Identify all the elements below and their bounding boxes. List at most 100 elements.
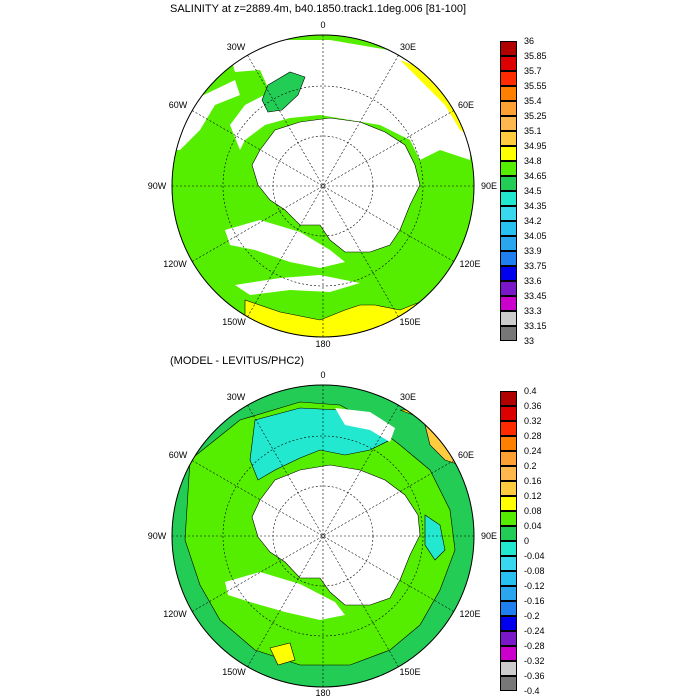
lon-label-60e: 60E	[457, 100, 475, 110]
lon-label-0: 0	[320, 20, 326, 30]
colorbar-label: 0.24	[524, 446, 542, 456]
lon-label-90e: 90E	[480, 181, 498, 191]
colorbar-label: 34.65	[524, 171, 547, 181]
colorbar-swatch	[500, 281, 517, 296]
lon-label-30w: 30W	[226, 392, 246, 402]
antarctica	[251, 464, 421, 606]
colorbar-label: 33.9	[524, 246, 542, 256]
colorbar-swatch	[500, 146, 517, 161]
colorbar-label: 0.36	[524, 401, 542, 411]
colorbar-swatch	[500, 311, 517, 326]
colorbar-label: 0.12	[524, 491, 542, 501]
colorbar-label: 0.08	[524, 506, 542, 516]
colorbar-swatch	[500, 661, 517, 676]
colorbar-swatch	[500, 466, 517, 481]
lon-label-90w: 90W	[147, 531, 167, 541]
colorbar-label: 33.45	[524, 291, 547, 301]
lon-label-90w: 90W	[147, 181, 167, 191]
colorbar-label: -0.24	[524, 626, 545, 636]
colorbar-label: 0.4	[524, 386, 537, 396]
colorbar-swatch	[500, 676, 517, 691]
colorbar-label: -0.12	[524, 581, 545, 591]
colorbar-swatch	[500, 71, 517, 86]
colorbar-swatch	[500, 56, 517, 71]
colorbar-swatch	[500, 406, 517, 421]
colorbar-swatch	[500, 176, 517, 191]
colorbar-label: -0.16	[524, 596, 545, 606]
colorbar-label: 0.28	[524, 431, 542, 441]
colorbar-swatch	[500, 191, 517, 206]
colorbar-label: -0.32	[524, 656, 545, 666]
colorbar-label: 0	[524, 536, 530, 546]
colorbar-label: 33.75	[524, 261, 547, 271]
colorbar-label: -0.36	[524, 671, 545, 681]
colorbar-swatch	[500, 251, 517, 266]
colorbar-swatch	[500, 631, 517, 646]
colorbar-swatch	[500, 571, 517, 586]
colorbar-label: 34.35	[524, 201, 547, 211]
colorbar-swatch	[500, 296, 517, 311]
colorbar-swatch	[500, 436, 517, 451]
colorbar-label: -0.04	[524, 551, 545, 561]
colorbar-swatch	[500, 451, 517, 466]
colorbar-swatch	[500, 101, 517, 116]
colorbar-label: 33.6	[524, 276, 542, 286]
lon-label-180: 180	[315, 688, 331, 698]
colorbar-label: 0.2	[524, 461, 537, 471]
lon-label-150e: 150E	[399, 317, 421, 327]
salinity-pool	[261, 71, 306, 113]
colorbar-label: -0.28	[524, 641, 545, 651]
colorbar-swatch	[500, 556, 517, 571]
colorbar-swatch	[500, 326, 517, 341]
colorbar-label: 34.05	[524, 231, 547, 241]
map-difference	[171, 384, 475, 688]
colorbar-label: 34.2	[524, 216, 542, 226]
colorbar-label: 35.55	[524, 81, 547, 91]
colorbar-label: -0.2	[524, 611, 540, 621]
colorbar-label: 0.16	[524, 476, 542, 486]
antarctica	[251, 117, 421, 253]
lon-label-30e: 30E	[399, 392, 417, 402]
colorbar-label: 0.32	[524, 416, 542, 426]
colorbar-label: -0.08	[524, 566, 545, 576]
colorbar-label: 34.5	[524, 186, 542, 196]
colorbar-label: 33.15	[524, 321, 547, 331]
lon-label-60w: 60W	[168, 450, 188, 460]
colorbar-swatch	[500, 496, 517, 511]
lon-label-60w: 60W	[168, 100, 188, 110]
colorbar-label: 33.3	[524, 306, 542, 316]
lon-label-120w: 120W	[163, 259, 187, 269]
colorbar-label: 35.4	[524, 96, 542, 106]
lon-label-60e: 60E	[457, 450, 475, 460]
colorbar-label: -0.4	[524, 686, 540, 696]
lon-label-150e: 150E	[399, 667, 421, 677]
colorbar-swatch	[500, 616, 517, 631]
colorbar-swatch	[500, 526, 517, 541]
colorbar-swatch	[500, 266, 517, 281]
colorbar-swatch	[500, 236, 517, 251]
colorbar-label: 35.85	[524, 51, 547, 61]
colorbar-swatch	[500, 481, 517, 496]
colorbar-swatch	[500, 646, 517, 661]
colorbar-label: 33	[524, 336, 535, 346]
colorbar-label: 34.8	[524, 156, 542, 166]
colorbar-swatch	[500, 206, 517, 221]
lon-label-30w: 30W	[226, 42, 246, 52]
colorbar-swatch	[500, 161, 517, 176]
colorbar-label: 35.25	[524, 111, 547, 121]
lon-label-0: 0	[320, 370, 326, 380]
colorbar-swatch	[500, 421, 517, 436]
lon-label-180: 180	[315, 339, 331, 349]
lon-label-120w: 120W	[163, 609, 187, 619]
colorbar-swatch	[500, 586, 517, 601]
colorbar-swatch	[500, 131, 517, 146]
map-salinity	[171, 34, 475, 338]
lon-label-150w: 150W	[222, 667, 246, 677]
colorbar-swatch	[500, 391, 517, 406]
colorbar-swatch	[500, 41, 517, 56]
lon-label-150w: 150W	[222, 317, 246, 327]
colorbar-swatch	[500, 541, 517, 556]
lon-label-120e: 120E	[459, 259, 481, 269]
colorbar-label: 36	[524, 36, 535, 46]
colorbar-label: 0.04	[524, 521, 542, 531]
